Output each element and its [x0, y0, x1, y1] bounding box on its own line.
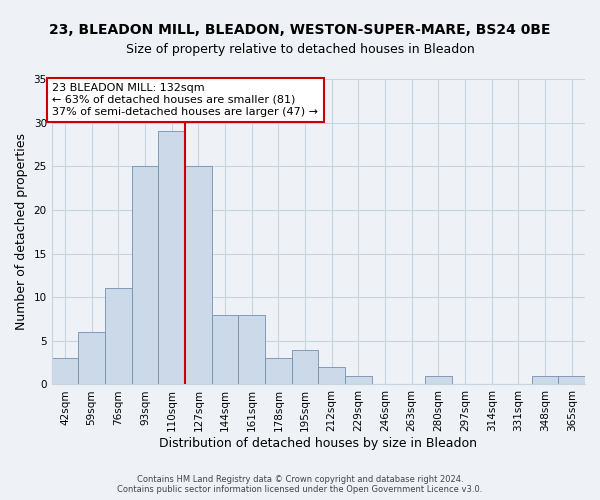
- Bar: [131, 166, 158, 384]
- Bar: [79, 332, 105, 384]
- Text: 23, BLEADON MILL, BLEADON, WESTON-SUPER-MARE, BS24 0BE: 23, BLEADON MILL, BLEADON, WESTON-SUPER-…: [49, 22, 551, 36]
- Bar: [319, 367, 345, 384]
- Bar: [158, 132, 185, 384]
- Bar: [52, 358, 79, 384]
- Text: Contains public sector information licensed under the Open Government Licence v3: Contains public sector information licen…: [118, 485, 482, 494]
- Bar: [212, 314, 238, 384]
- Bar: [559, 376, 585, 384]
- Bar: [532, 376, 559, 384]
- Text: Size of property relative to detached houses in Bleadon: Size of property relative to detached ho…: [125, 42, 475, 56]
- Bar: [345, 376, 371, 384]
- Text: 23 BLEADON MILL: 132sqm
← 63% of detached houses are smaller (81)
37% of semi-de: 23 BLEADON MILL: 132sqm ← 63% of detache…: [52, 84, 318, 116]
- Bar: [105, 288, 131, 384]
- Bar: [265, 358, 292, 384]
- Text: Contains HM Land Registry data © Crown copyright and database right 2024.: Contains HM Land Registry data © Crown c…: [137, 475, 463, 484]
- Bar: [425, 376, 452, 384]
- Bar: [292, 350, 319, 384]
- Bar: [185, 166, 212, 384]
- Bar: [238, 314, 265, 384]
- Y-axis label: Number of detached properties: Number of detached properties: [15, 133, 28, 330]
- X-axis label: Distribution of detached houses by size in Bleadon: Distribution of detached houses by size …: [160, 437, 478, 450]
